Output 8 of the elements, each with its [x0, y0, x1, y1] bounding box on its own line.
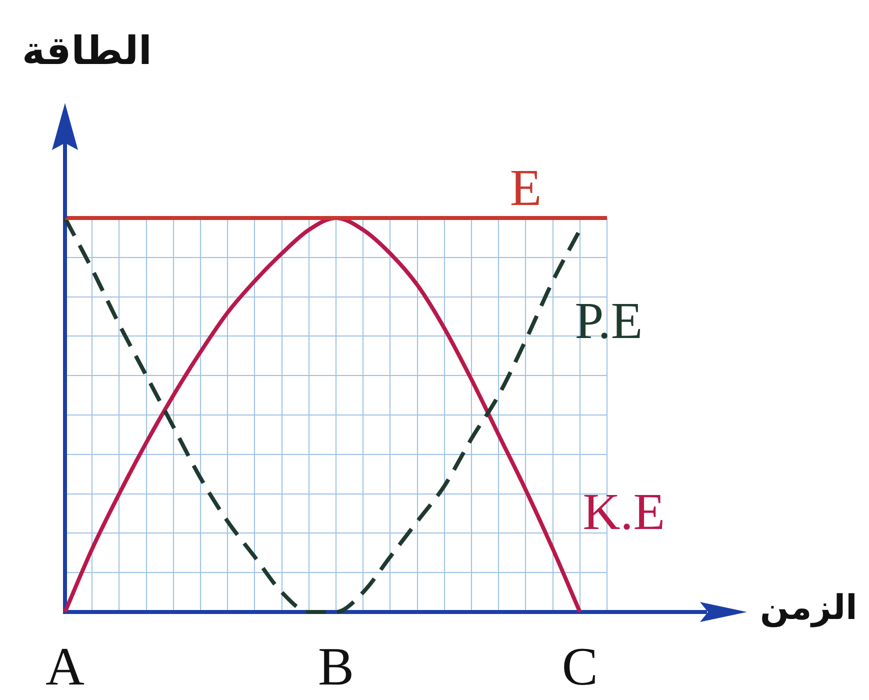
series-label: E [510, 160, 542, 217]
x-tick-label: B [318, 636, 354, 697]
series-label: P.E [574, 293, 643, 350]
y-axis-title: الطاقة [22, 29, 152, 74]
series-label: K.E [582, 484, 666, 541]
x-axis-title: الزمن [760, 588, 858, 628]
x-tick-label: A [46, 636, 84, 697]
x-tick-label: C [562, 636, 598, 697]
